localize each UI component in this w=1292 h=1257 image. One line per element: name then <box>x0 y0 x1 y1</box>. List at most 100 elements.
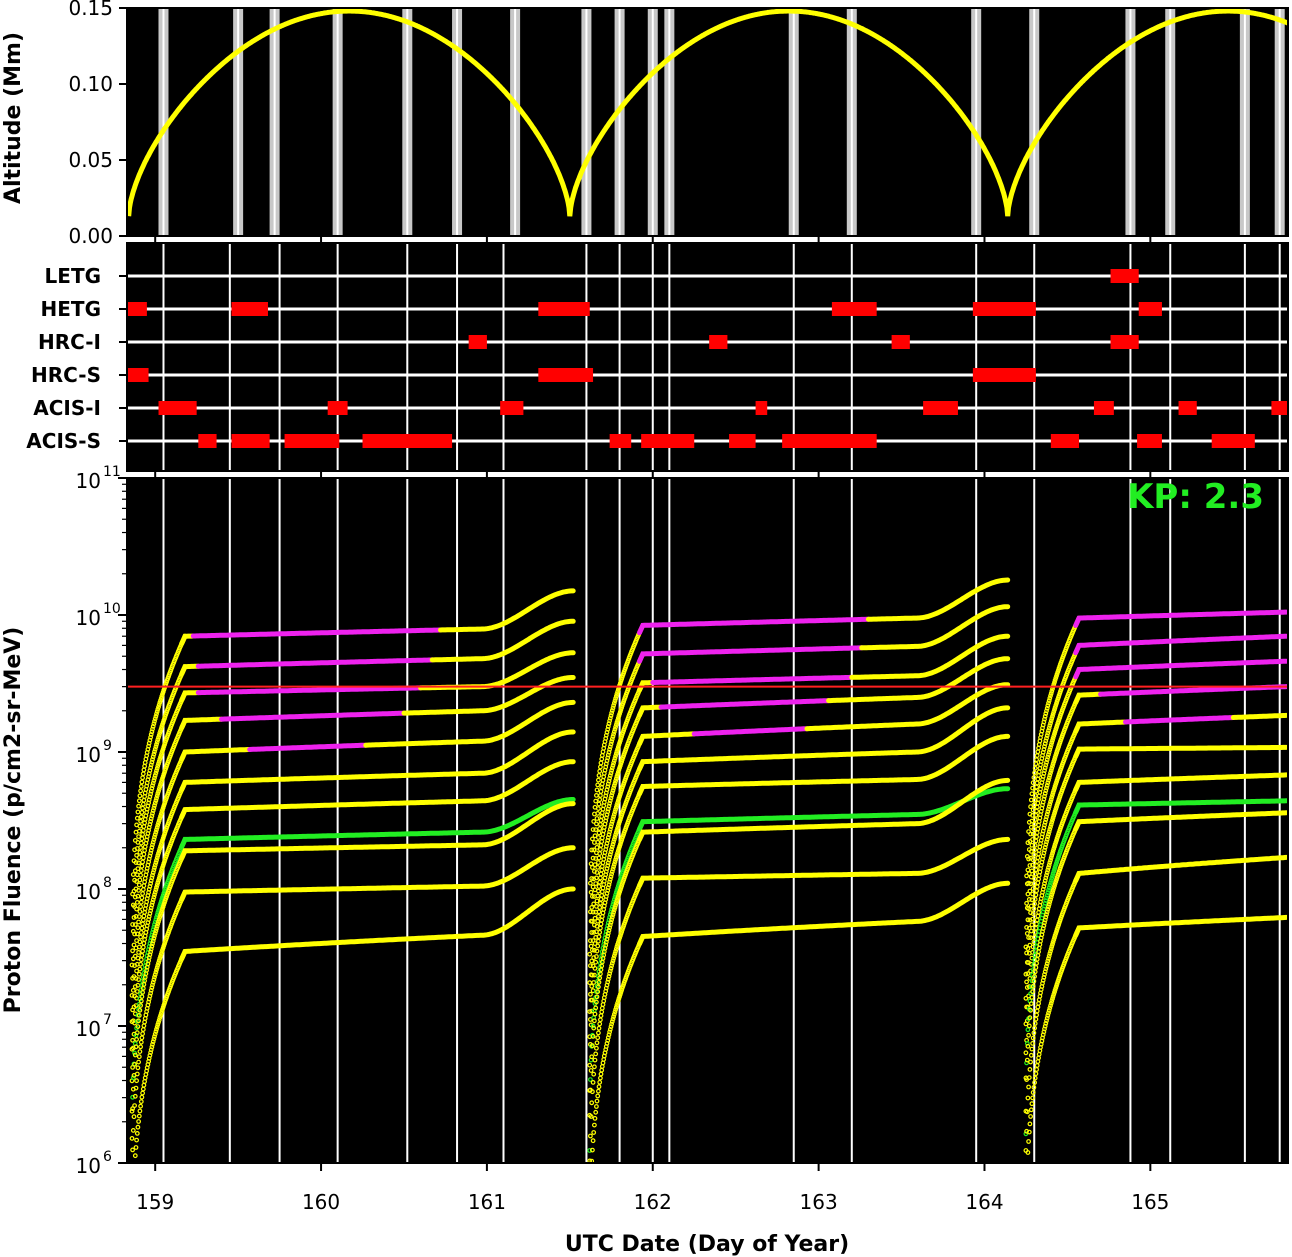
fluence-point <box>613 946 619 952</box>
fluence-point <box>134 968 140 974</box>
instrument-interval-bar <box>1050 434 1080 448</box>
fluence-point <box>1042 900 1048 906</box>
fluence-point <box>610 912 616 918</box>
fluence-point <box>609 963 614 969</box>
fluence-point <box>135 1024 141 1029</box>
instrument-change-lines <box>162 478 1281 1163</box>
x-tick-label: 159 <box>136 1190 174 1214</box>
fluence-point <box>1042 1026 1047 1032</box>
y-tick-exponent: 7 <box>103 1012 112 1028</box>
instrument-label: ACIS-I <box>33 396 101 420</box>
fluence-trace <box>637 836 1011 888</box>
fluence-point <box>153 860 159 865</box>
fluence-point <box>1047 723 1053 728</box>
fluence-point <box>1048 799 1053 805</box>
fluence-point <box>594 787 600 793</box>
fluence-point <box>1050 850 1055 856</box>
fluence-point <box>152 865 157 870</box>
fluence-point <box>611 839 616 845</box>
altitude-y-label: Altitude (Mm) <box>1 32 26 204</box>
fluence-point <box>1030 1035 1036 1041</box>
fluence-point <box>1051 709 1057 715</box>
fluence-point <box>1048 693 1053 699</box>
fluence-point <box>139 779 145 785</box>
fluence-point <box>605 860 611 866</box>
fluence-point <box>609 793 614 798</box>
fluence-point <box>150 808 156 813</box>
altitude-frame <box>126 7 1289 237</box>
fluence-point <box>615 687 621 692</box>
fluence-point <box>594 1045 599 1051</box>
fluence-point <box>606 803 612 809</box>
fluence-point <box>1048 824 1053 830</box>
fluence-point <box>130 1147 136 1153</box>
fluence-point <box>1026 906 1031 912</box>
fluence-point <box>158 951 164 957</box>
fluence-point <box>607 852 613 857</box>
fluence-point <box>152 931 158 936</box>
fluence-point <box>611 837 617 842</box>
y-tick-label: 10 <box>76 743 101 767</box>
fluence-point <box>596 1084 602 1090</box>
fluence-point <box>607 801 612 806</box>
fluence-point <box>606 974 612 979</box>
fluence-point <box>590 997 595 1003</box>
fluence-point <box>1046 885 1052 891</box>
fluence-point <box>132 1153 138 1159</box>
fluence-point <box>1042 878 1048 884</box>
fluence-point <box>613 751 619 756</box>
fluence-point <box>150 757 155 762</box>
fluence-point <box>606 857 612 863</box>
fluence-point <box>158 752 164 758</box>
fluence-trace <box>637 777 1011 842</box>
fluence-point <box>1046 806 1051 812</box>
fluence-point <box>611 783 617 788</box>
fluence-point <box>1051 937 1057 943</box>
fluence-point <box>157 816 163 821</box>
fluence-point <box>1049 853 1055 858</box>
instrument-timeline: LETG HETG HRC-I HRC-S ACIS-I ACIS-S <box>26 242 1289 477</box>
altitude-panel: 0.00 0.05 0.10 0.15 Altitude (Mm) <box>1 0 1289 248</box>
fluence-point <box>1029 1046 1035 1052</box>
instrument-label: HRC-I <box>38 330 101 354</box>
fluence-point <box>156 958 162 963</box>
fluence-point <box>1050 737 1055 743</box>
fluence-point <box>152 972 158 978</box>
fluence-trace <box>658 698 832 710</box>
x-tick-label: 163 <box>800 1190 838 1214</box>
fluence-point <box>156 704 161 710</box>
fluence-point <box>138 961 144 967</box>
fluence-point <box>1046 865 1051 870</box>
fluence-point <box>1048 878 1054 883</box>
fluence-point <box>136 1013 142 1018</box>
fluence-point <box>157 784 163 790</box>
fluence-point <box>613 857 618 862</box>
fluence-trace <box>1073 914 1289 938</box>
fluence-point <box>1026 1075 1032 1080</box>
fluence-point <box>155 791 161 796</box>
fluence-point <box>590 1138 596 1144</box>
fluence-point <box>155 763 161 769</box>
fluence-point <box>589 905 595 910</box>
fluence-point <box>160 720 166 725</box>
fluence-point <box>151 837 157 842</box>
fluence-point <box>612 834 618 840</box>
fluence-point <box>1042 741 1048 747</box>
fluence-point <box>591 1071 597 1077</box>
fluence-point <box>1027 1121 1033 1127</box>
fluence-point <box>156 818 162 823</box>
fluence-point <box>1050 871 1056 876</box>
instrument-interval-bar <box>327 401 348 415</box>
fluence-point <box>1024 900 1029 906</box>
fluence-point <box>1033 965 1039 970</box>
fluence-point <box>608 1024 614 1030</box>
fluence-trace <box>1073 744 1289 759</box>
fluence-point <box>1032 1075 1038 1081</box>
fluence-point <box>608 824 614 829</box>
fluence-point <box>607 1026 613 1032</box>
fluence-trace <box>219 710 407 722</box>
fluence-point <box>1023 1050 1029 1056</box>
fluence-point <box>154 855 160 861</box>
fluence-point <box>138 930 144 935</box>
fluence-point <box>148 732 154 737</box>
